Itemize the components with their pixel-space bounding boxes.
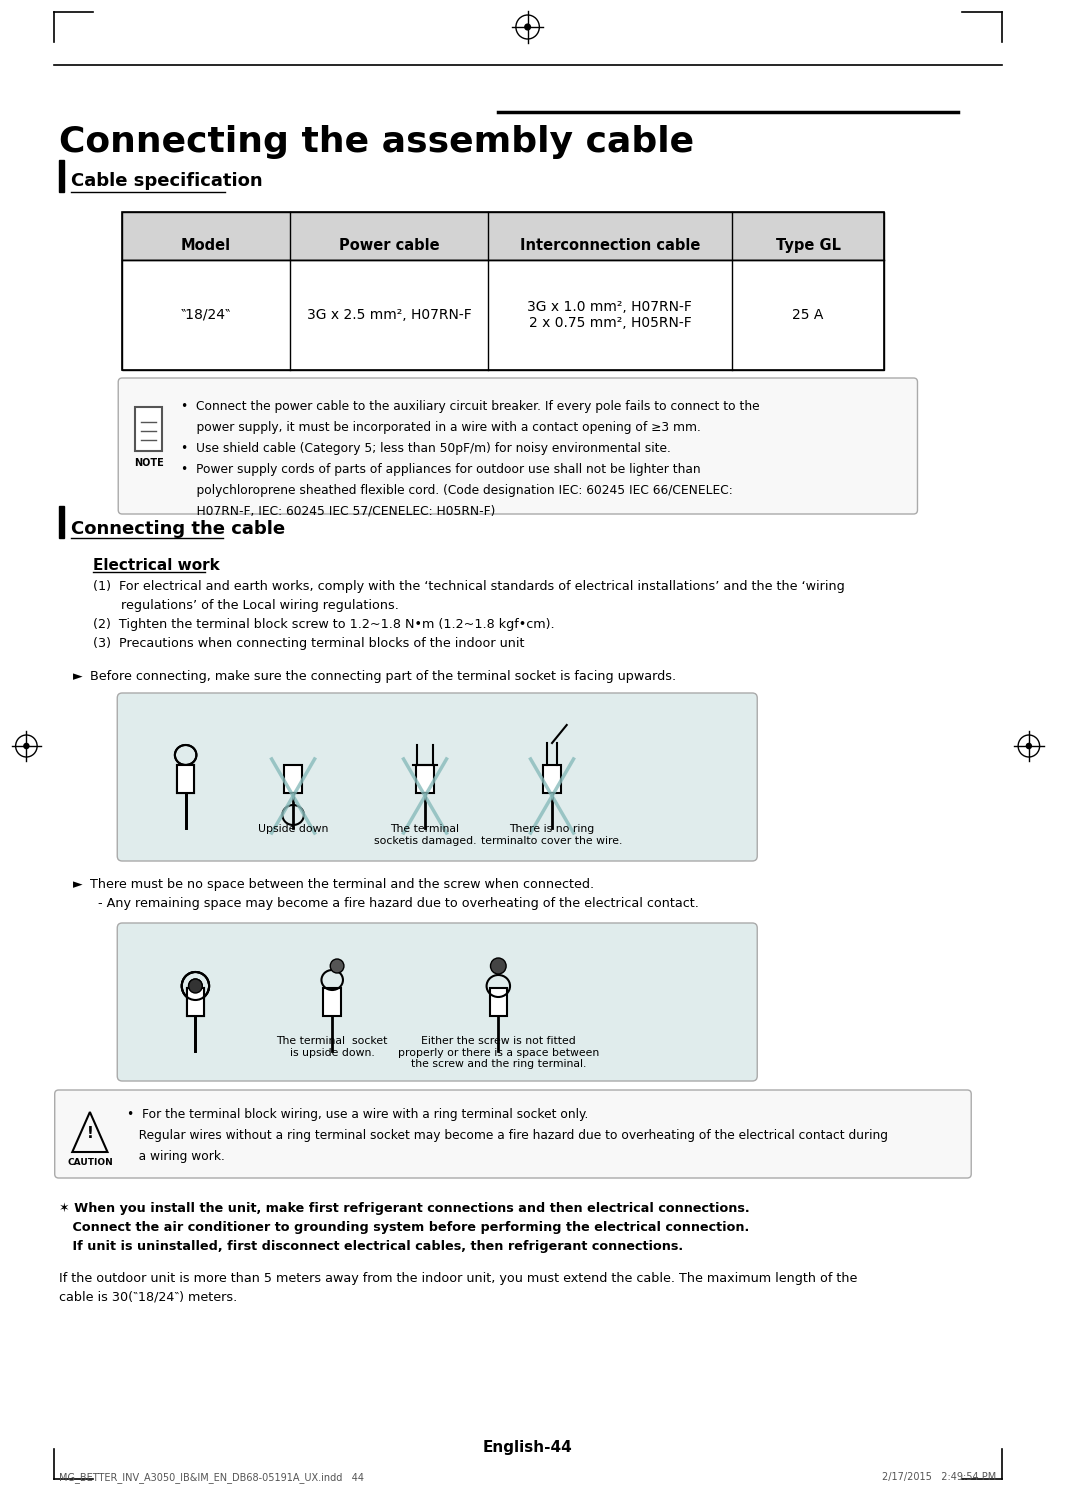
FancyBboxPatch shape [135,407,162,450]
Text: Power cable: Power cable [338,239,440,253]
Text: •  Use shield cable (Category 5; less than 50pF/m) for noisy environmental site.: • Use shield cable (Category 5; less tha… [180,441,671,455]
Text: 25 A: 25 A [793,309,824,322]
Bar [284,765,302,793]
Ellipse shape [524,24,531,31]
Text: Cable specification: Cable specification [71,171,262,189]
Bar [122,259,885,370]
Text: There must be no space between the terminal and the screw when connected.: There must be no space between the termi… [90,878,594,892]
Text: The terminal  socket
is upside down.: The terminal socket is upside down. [276,1036,388,1057]
Ellipse shape [189,980,202,993]
Text: (2)  Tighten the terminal block screw to 1.2~1.8 N•m (1.2~1.8 kgf•cm).: (2) Tighten the terminal block screw to … [93,617,554,631]
Text: Connect the air conditioner to grounding system before performing the electrical: Connect the air conditioner to grounding… [58,1221,748,1235]
FancyBboxPatch shape [118,693,757,860]
Text: - Any remaining space may become a fire hazard due to overheating of the electri: - Any remaining space may become a fire … [90,898,699,910]
Text: There is no ring
terminalto cover the wire.: There is no ring terminalto cover the wi… [482,825,623,845]
Text: (1)  For electrical and earth works, comply with the ‘technical standards of ele: (1) For electrical and earth works, comp… [93,580,845,593]
Bar [489,989,508,1015]
Text: •  For the terminal block wiring, use a wire with a ring terminal socket only.: • For the terminal block wiring, use a w… [127,1108,589,1121]
Bar [177,765,194,793]
Text: a wiring work.: a wiring work. [127,1150,225,1163]
Text: Upside down: Upside down [258,825,328,833]
Ellipse shape [23,743,29,750]
Bar [323,989,341,1015]
Bar [122,212,885,370]
Bar [177,765,194,793]
Text: H07RN-F, IEC: 60245 IEC 57/CENELEC: H05RN-F): H07RN-F, IEC: 60245 IEC 57/CENELEC: H05R… [180,505,495,517]
Text: Before connecting, make sure the connecting part of the terminal socket is facin: Before connecting, make sure the connect… [90,669,676,683]
Bar [543,765,561,793]
FancyBboxPatch shape [55,1090,971,1178]
Text: If unit is uninstalled, first disconnect electrical cables, then refrigerant con: If unit is uninstalled, first disconnect… [58,1241,683,1252]
Text: Interconnection cable: Interconnection cable [519,239,700,253]
Text: Connecting the cable: Connecting the cable [71,520,285,538]
Text: CAUTION: CAUTION [67,1159,112,1167]
Text: cable is 30(‶18/24‶) meters.: cable is 30(‶18/24‶) meters. [58,1291,237,1305]
Ellipse shape [166,948,225,1054]
Text: English-44: English-44 [483,1440,572,1455]
FancyBboxPatch shape [118,923,757,1081]
Text: Model: Model [181,239,231,253]
Text: MG_BETTER_INV_A3050_IB&IM_EN_DB68-05191A_UX.indd   44: MG_BETTER_INV_A3050_IB&IM_EN_DB68-05191A… [58,1472,364,1484]
Text: (3)  Precautions when connecting terminal blocks of the indoor unit: (3) Precautions when connecting terminal… [93,637,524,650]
Bar [122,212,885,259]
Text: If the outdoor unit is more than 5 meters away from the indoor unit, you must ex: If the outdoor unit is more than 5 meter… [58,1272,858,1285]
Bar [187,989,204,1015]
Bar [416,765,434,793]
Bar [58,505,64,538]
Ellipse shape [490,959,507,974]
Ellipse shape [1026,743,1032,750]
Text: polychloroprene sheathed flexible cord. (Code designation IEC: 60245 IEC 66/CENE: polychloroprene sheathed flexible cord. … [180,485,732,497]
Text: Electrical work: Electrical work [93,558,219,573]
Text: !: ! [86,1127,93,1142]
Text: The terminal
socketis damaged.: The terminal socketis damaged. [374,825,476,845]
Text: regulations’ of the Local wiring regulations.: regulations’ of the Local wiring regulat… [93,599,399,611]
Text: 3G x 2.5 mm², H07RN-F: 3G x 2.5 mm², H07RN-F [307,309,471,322]
Text: Type GL: Type GL [775,239,840,253]
Ellipse shape [157,726,215,830]
Text: ‶18/24‶: ‶18/24‶ [181,309,231,322]
Text: ►: ► [73,669,83,683]
Bar [58,160,64,192]
Bar [187,989,204,1015]
Text: Either the screw is not fitted
properly or there is a space between
the screw an: Either the screw is not fitted properly … [397,1036,599,1069]
Text: ✶ When you install the unit, make first refrigerant connections and then electri: ✶ When you install the unit, make first … [58,1202,750,1215]
Text: 2/17/2015   2:49:54 PM: 2/17/2015 2:49:54 PM [882,1472,997,1482]
Text: 3G x 1.0 mm², H07RN-F
2 x 0.75 mm², H05RN-F: 3G x 1.0 mm², H07RN-F 2 x 0.75 mm², H05R… [527,300,692,330]
FancyBboxPatch shape [118,379,918,514]
Text: NOTE: NOTE [134,458,163,468]
Ellipse shape [330,959,343,974]
Text: ►: ► [73,878,83,892]
Ellipse shape [189,980,202,993]
Text: •  Connect the power cable to the auxiliary circuit breaker. If every pole fails: • Connect the power cable to the auxilia… [180,400,759,413]
Text: Regular wires without a ring terminal socket may become a fire hazard due to ove: Regular wires without a ring terminal so… [127,1129,888,1142]
Text: power supply, it must be incorporated in a wire with a contact opening of ≥3 mm.: power supply, it must be incorporated in… [180,420,701,434]
Text: Connecting the assembly cable: Connecting the assembly cable [58,125,693,160]
Text: •  Power supply cords of parts of appliances for outdoor use shall not be lighte: • Power supply cords of parts of applian… [180,464,701,476]
